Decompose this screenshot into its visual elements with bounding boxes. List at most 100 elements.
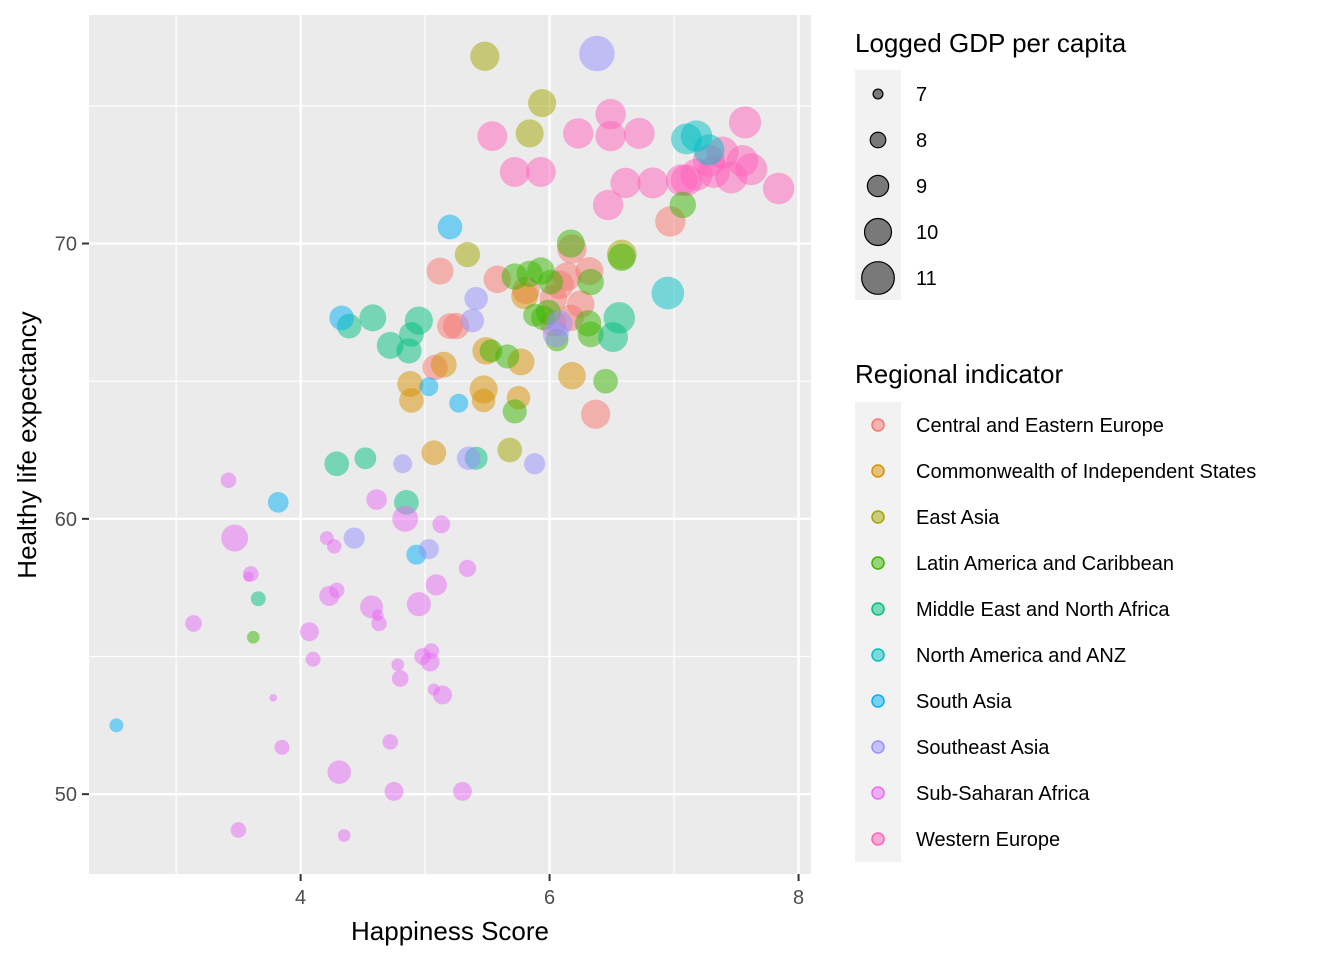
color-legend-label: Southeast Asia xyxy=(916,737,1050,759)
color-legend: Regional indicator Central and Eastern E… xyxy=(855,359,1256,862)
data-point xyxy=(274,739,290,755)
y-tick-label: 60 xyxy=(55,509,77,531)
size-legend-label: 10 xyxy=(916,222,938,244)
data-point xyxy=(762,172,795,205)
data-point xyxy=(542,321,569,348)
data-point xyxy=(324,451,350,477)
data-point xyxy=(327,539,342,554)
data-point xyxy=(523,303,547,327)
data-point xyxy=(623,117,655,149)
data-point xyxy=(577,321,604,348)
data-point xyxy=(471,388,496,413)
y-tick-label: 70 xyxy=(55,234,77,256)
data-point xyxy=(497,437,523,463)
color-legend-label: Middle East and North Africa xyxy=(916,599,1170,621)
data-point xyxy=(477,121,508,152)
data-point xyxy=(528,89,557,118)
data-point xyxy=(595,120,626,152)
data-point xyxy=(230,822,247,838)
size-legend-label: 8 xyxy=(916,130,927,152)
data-point xyxy=(185,615,202,632)
data-point xyxy=(525,157,556,187)
data-point xyxy=(269,694,278,702)
data-point xyxy=(454,241,481,268)
data-point xyxy=(665,164,698,196)
size-legend-title: Logged GDP per capita xyxy=(855,28,1127,58)
data-point xyxy=(495,344,520,369)
color-legend-title: Regional indicator xyxy=(855,359,1063,389)
data-point xyxy=(392,505,419,532)
data-point xyxy=(501,263,528,290)
color-legend-key xyxy=(871,694,885,708)
data-points xyxy=(109,35,795,842)
data-point xyxy=(502,399,527,424)
data-point xyxy=(425,574,447,596)
color-legend-key xyxy=(871,832,885,846)
data-point xyxy=(109,718,124,733)
color-legend-label: Latin America and Caribbean xyxy=(916,553,1174,575)
y-axis-title: Healthy life expectancy xyxy=(12,311,42,578)
data-point xyxy=(651,276,685,310)
data-point xyxy=(393,454,413,474)
size-legend-key xyxy=(866,174,890,198)
data-point xyxy=(243,571,254,582)
size-legend-key xyxy=(863,217,893,247)
data-point xyxy=(337,829,351,842)
size-legend-label: 11 xyxy=(916,268,937,290)
color-legend-key xyxy=(871,740,885,754)
data-point xyxy=(470,41,500,71)
data-point xyxy=(524,453,546,475)
data-point xyxy=(319,585,340,606)
data-point xyxy=(396,338,422,364)
x-tick-label: 8 xyxy=(793,887,804,909)
data-point xyxy=(581,399,611,429)
x-tick-label: 4 xyxy=(295,887,306,909)
size-legend-key xyxy=(861,261,895,295)
data-point xyxy=(595,98,626,130)
data-point xyxy=(499,157,530,187)
data-point xyxy=(449,393,469,413)
data-point xyxy=(592,189,624,221)
size-legend-label: 7 xyxy=(916,84,927,106)
color-legend-key xyxy=(871,464,885,478)
data-point xyxy=(460,308,485,333)
data-point xyxy=(556,229,585,258)
data-point xyxy=(426,257,454,285)
x-axis: 4 6 8 xyxy=(295,874,804,909)
data-point xyxy=(246,630,260,644)
plot-panel xyxy=(89,15,811,874)
data-point xyxy=(464,286,488,311)
size-legend-key xyxy=(869,131,887,149)
data-point xyxy=(354,447,377,470)
color-legend-label: Sub-Saharan Africa xyxy=(916,783,1090,805)
data-point xyxy=(598,322,628,353)
data-point xyxy=(221,524,249,552)
data-point xyxy=(452,781,472,801)
data-point xyxy=(577,268,604,296)
data-point xyxy=(637,167,669,199)
data-point xyxy=(418,539,439,560)
color-legend-key xyxy=(871,648,885,662)
data-point xyxy=(579,35,615,72)
data-point xyxy=(728,106,762,139)
data-point xyxy=(458,559,477,578)
color-legend-label: South Asia xyxy=(916,691,1013,713)
data-point xyxy=(327,760,351,784)
data-point xyxy=(610,167,641,199)
data-point xyxy=(420,652,440,672)
data-point xyxy=(593,368,618,394)
color-legend-label: North America and ANZ xyxy=(916,645,1126,667)
data-point xyxy=(250,591,266,607)
y-tick-label: 50 xyxy=(55,784,77,806)
data-point xyxy=(299,622,319,642)
color-legend-key xyxy=(871,786,885,800)
color-legend-label: East Asia xyxy=(916,507,1000,529)
data-point xyxy=(563,118,594,149)
data-point xyxy=(558,361,586,390)
data-point xyxy=(432,515,451,534)
minor-gridlines xyxy=(89,15,811,874)
x-tick-label: 6 xyxy=(544,887,555,909)
y-axis: 50 60 70 xyxy=(55,234,89,806)
data-point xyxy=(406,592,431,617)
